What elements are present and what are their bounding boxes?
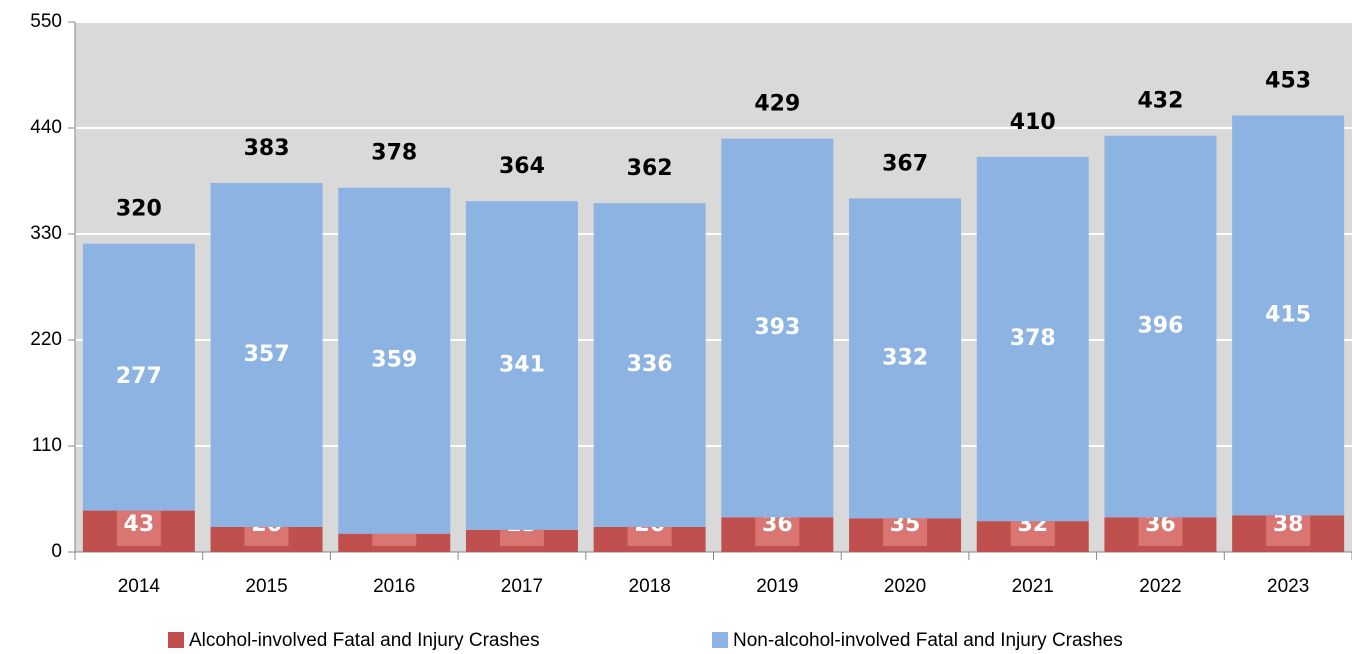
bar-segment	[849, 198, 962, 519]
x-tick-label: 2016	[373, 576, 415, 597]
legend-swatch	[712, 632, 728, 648]
value-label: 341	[499, 353, 545, 378]
legend-label: Non-alcohol-involved Fatal and Injury Cr…	[733, 630, 1123, 651]
value-label: 38	[1273, 512, 1304, 537]
value-label: 396	[1137, 314, 1183, 339]
total-label: 383	[244, 136, 290, 161]
x-tick-label: 2017	[501, 576, 543, 597]
bar-segment	[721, 138, 834, 518]
y-tick-label: 440	[30, 117, 62, 138]
value-label: 357	[244, 342, 290, 367]
total-label: 410	[1010, 110, 1056, 135]
bar-segment	[1232, 115, 1345, 516]
x-tick-label: 2014	[118, 576, 161, 597]
total-label: 362	[627, 156, 673, 181]
y-tick-label: 550	[30, 11, 62, 32]
x-tick-label: 2023	[1267, 576, 1309, 597]
total-label: 453	[1265, 68, 1311, 93]
value-label: 43	[124, 512, 155, 537]
x-tick-label: 2019	[756, 576, 798, 597]
total-label: 320	[116, 197, 162, 222]
value-label: 415	[1265, 302, 1311, 327]
total-label: 378	[371, 141, 417, 166]
value-label: 332	[882, 345, 928, 370]
x-tick-label: 2022	[1139, 576, 1181, 597]
bar-segment	[593, 203, 706, 527]
value-label: 359	[371, 348, 417, 373]
total-label: 364	[499, 154, 545, 179]
x-tick-label: 2018	[629, 576, 671, 597]
y-tick-label: 330	[30, 223, 62, 244]
value-label: 378	[1010, 326, 1056, 351]
bar-segment	[976, 156, 1089, 522]
bar-segment	[338, 187, 451, 534]
y-tick-label: 0	[51, 541, 62, 562]
bar-segment	[1104, 135, 1217, 518]
total-label: 432	[1137, 89, 1183, 114]
x-tick-label: 2021	[1012, 576, 1054, 597]
y-tick-label: 220	[30, 329, 62, 350]
y-tick-label: 110	[32, 435, 62, 456]
legend-swatch	[168, 632, 184, 648]
value-label: 393	[754, 315, 800, 340]
value-label: 336	[627, 352, 673, 377]
bar-segment	[210, 182, 323, 527]
legend-label: Alcohol-involved Fatal and Injury Crashe…	[189, 630, 540, 651]
total-label: 367	[882, 151, 928, 176]
x-tick-label: 2020	[884, 576, 926, 597]
bar-segment	[82, 243, 195, 511]
x-tick-label: 2015	[245, 576, 287, 597]
total-label: 429	[754, 92, 800, 117]
bar-segment	[465, 201, 578, 530]
value-label: 277	[116, 364, 162, 389]
